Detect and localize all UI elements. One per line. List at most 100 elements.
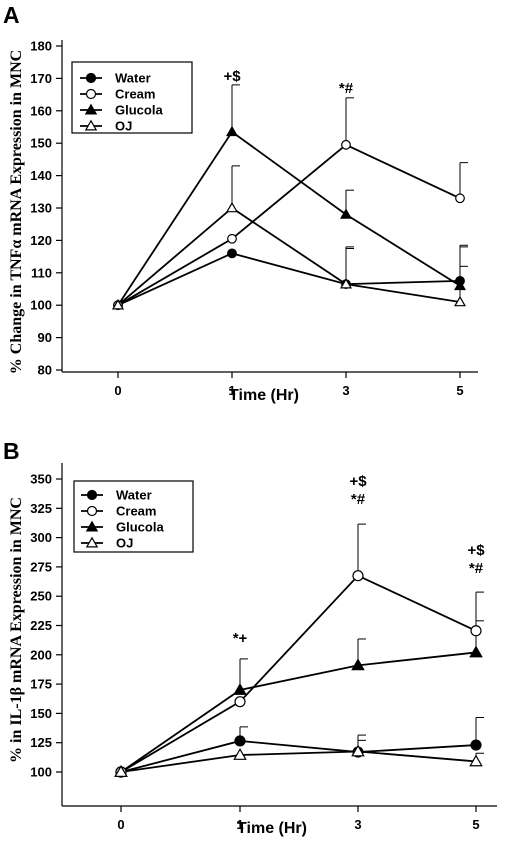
panel-a-significance-annotation: *# — [339, 80, 354, 97]
panel-b-x-ticks: 0 1 3 5 — [117, 806, 480, 832]
panel-a-y-axis-title: % Change in TNFα mRNA Expression in MNC — [8, 50, 25, 374]
data-point-cream — [470, 625, 482, 637]
data-point-glucola — [233, 683, 247, 695]
panel-a-y-tick-label: 120 — [30, 233, 52, 248]
panel-a-y-ticks: 80 90 100 110 120 130 140 150 160 170 180 — [30, 39, 62, 378]
panel-b-markers — [114, 570, 483, 778]
data-point-oj — [226, 201, 238, 213]
panel-b-significance-annotation: *# — [351, 491, 366, 508]
data-point-glucola — [351, 658, 365, 671]
legend-label-water: Water — [115, 71, 151, 86]
data-point-oj — [233, 748, 247, 760]
panel-a-label: A — [3, 2, 20, 28]
panel-b-y-tick-label: 250 — [30, 589, 52, 604]
panel-a-y-tick-label: 150 — [30, 136, 52, 151]
series-line-water — [120, 740, 477, 773]
panel-b-x-tick-label: 1 — [236, 817, 243, 832]
panel-a-x-tick-label: 5 — [456, 383, 463, 398]
panel-b-significance-annotation: +$ — [349, 473, 367, 490]
panel-b-label: B — [3, 438, 20, 464]
panel-b-y-ticks: 100 125 150 175 200 225 250 275 300 325 350 — [30, 472, 62, 780]
data-point-cream — [234, 696, 246, 708]
panel-b-y-tick-label: 350 — [30, 472, 52, 487]
legend-label-oj: OJ — [116, 536, 133, 551]
data-point-water — [234, 735, 246, 747]
panel-b-significance-annotation: *+ — [233, 630, 248, 647]
panel-a: A % Change in TNFα mRNA Expression in MN… — [3, 2, 478, 404]
panel-a-y-tick-label: 170 — [30, 71, 52, 86]
data-point-glucola — [454, 279, 466, 291]
panel-a-x-tick-label: 3 — [342, 383, 349, 398]
panel-a-y-tick-label: 160 — [30, 103, 52, 118]
legend-label-glucola: Glucola — [115, 103, 163, 118]
legend-marker-cream — [85, 88, 97, 100]
data-point-oj — [112, 299, 124, 310]
panel-a-y-tick-label: 140 — [30, 168, 52, 183]
data-point-water — [227, 248, 237, 259]
series-line-glucola — [117, 130, 461, 306]
data-point-cream — [341, 139, 351, 150]
data-point-cream — [352, 570, 364, 582]
panel-a-x-axis-title: Time (Hr) — [229, 387, 299, 404]
panel-b-y-tick-label: 150 — [30, 706, 52, 721]
data-point-water — [470, 739, 482, 751]
series-line-cream — [120, 574, 477, 773]
panel-b-x-tick-label: 5 — [472, 817, 479, 832]
panel-b-significance-annotation: *# — [469, 560, 484, 577]
data-point-glucola — [340, 208, 352, 219]
data-point-oj — [454, 295, 466, 307]
legend-marker-cream — [86, 505, 98, 517]
data-point-cream — [455, 193, 465, 204]
panel-a-series-lines — [117, 130, 461, 307]
legend-marker-oj — [85, 536, 99, 548]
panel-b-series-lines — [120, 574, 477, 773]
legend-marker-oj — [84, 119, 98, 131]
legend-marker-glucola — [84, 103, 98, 115]
panel-a-y-tick-label: 130 — [30, 201, 52, 216]
panel-b-x-axis-title: Time (Hr) — [237, 820, 307, 837]
series-line-oj — [120, 750, 477, 773]
panel-b-x-tick-label: 3 — [354, 817, 361, 832]
panel-b-y-axis-title: % in IL-1β mRNA Expression in MNC — [8, 497, 25, 763]
data-point-oj — [469, 754, 483, 767]
panel-b-y-tick-label: 100 — [30, 765, 52, 780]
panel-b-y-tick-label: 175 — [30, 677, 52, 692]
legend-label-water: Water — [116, 488, 152, 503]
panel-a-y-tick-label: 80 — [38, 363, 52, 378]
panel-a-y-tick-label: 90 — [38, 330, 52, 345]
data-point-oj — [114, 765, 128, 777]
panel-b-x-tick-label: 0 — [117, 817, 124, 832]
panel-b-y-tick-label: 225 — [30, 618, 52, 633]
legend-label-oj: OJ — [115, 119, 132, 134]
legend-marker-water — [86, 489, 98, 501]
panel-a-markers — [112, 125, 466, 311]
panel-b-significance-annotation: +$ — [467, 542, 485, 559]
panel-b-y-tick-label: 200 — [30, 647, 52, 662]
legend-label-glucola: Glucola — [116, 520, 164, 535]
panel-a-x-tick-label: 0 — [114, 383, 121, 398]
data-point-oj — [351, 744, 365, 757]
series-line-glucola — [120, 651, 477, 773]
panel-b-annotations: *++$*#+$*# — [233, 473, 486, 647]
panel-b-y-tick-label: 300 — [30, 530, 52, 545]
panel-a-x-ticks: 0 1 3 5 — [114, 372, 464, 398]
panel-b: B % in IL-1β mRNA Expression in MNC Time… — [3, 438, 497, 837]
legend-label-cream: Cream — [116, 504, 156, 519]
series-line-oj — [117, 206, 461, 306]
series-line-cream — [117, 143, 461, 306]
series-line-water — [117, 252, 461, 307]
data-point-glucola — [469, 645, 483, 658]
panel-b-error-bars — [239, 523, 484, 762]
panel-b-y-tick-label: 325 — [30, 501, 52, 516]
panel-a-y-tick-label: 180 — [30, 39, 52, 54]
panel-a-error-bars — [231, 84, 468, 302]
legend-label-cream: Cream — [115, 87, 155, 102]
panel-a-annotations: +$ *# — [223, 68, 353, 97]
panel-a-y-tick-label: 100 — [30, 298, 52, 313]
data-point-cream — [227, 233, 237, 244]
legend-marker-glucola — [85, 520, 99, 532]
panel-a-significance-annotation: +$ — [223, 68, 241, 85]
